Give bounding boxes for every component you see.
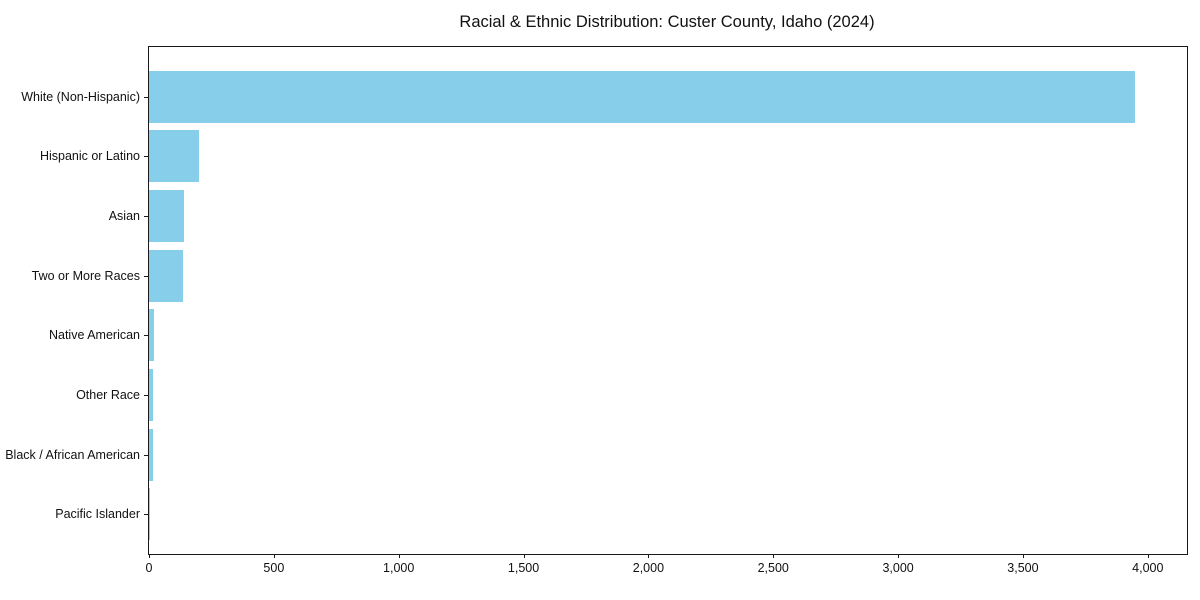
bar bbox=[149, 249, 183, 302]
x-tick-label: 1,000 bbox=[383, 561, 415, 575]
bar bbox=[149, 130, 199, 183]
y-tick-label: Two or More Races bbox=[31, 268, 140, 283]
y-axis-tick bbox=[144, 454, 148, 456]
y-tick-label: Pacific Islander bbox=[55, 507, 140, 522]
x-axis-tick bbox=[648, 554, 650, 558]
x-axis-tick bbox=[523, 554, 525, 558]
bar bbox=[149, 190, 184, 243]
x-axis-tick bbox=[398, 554, 400, 558]
x-axis-tick bbox=[773, 554, 775, 558]
y-tick-label: White (Non-Hispanic) bbox=[21, 89, 140, 104]
bar bbox=[149, 70, 1136, 123]
y-axis-tick bbox=[144, 335, 148, 337]
y-tick-label: Hispanic or Latino bbox=[39, 149, 140, 164]
x-tick-label: 2,000 bbox=[632, 561, 665, 575]
x-tick-label: 3,000 bbox=[882, 561, 914, 575]
x-tick-label: 2,500 bbox=[757, 561, 789, 575]
x-axis-tick bbox=[273, 554, 275, 558]
y-axis-tick bbox=[144, 394, 148, 396]
plot-area: White (Non-Hispanic) Hispanic or Latino As… bbox=[5, 46, 1188, 575]
x-axis-tick bbox=[898, 554, 900, 558]
y-tick-label: Black / African American bbox=[5, 447, 140, 462]
y-axis-tick bbox=[144, 96, 148, 98]
y-axis-tick bbox=[144, 275, 148, 277]
x-tick-label: 1,500 bbox=[507, 561, 540, 575]
bar bbox=[149, 428, 154, 481]
y-axis-tick bbox=[144, 514, 148, 516]
x-tick-label: 4,000 bbox=[1132, 561, 1164, 575]
x-tick-label: 500 bbox=[263, 561, 285, 575]
y-axis-tick bbox=[144, 216, 148, 218]
y-tick-label: Native American bbox=[48, 328, 140, 343]
bar bbox=[149, 368, 154, 421]
x-tick-label: 0 bbox=[145, 561, 153, 575]
y-tick-label: Other Race bbox=[76, 387, 140, 402]
x-tick-label: 3,500 bbox=[1007, 561, 1039, 575]
y-tick-label: Asian bbox=[108, 209, 140, 224]
x-axis-tick bbox=[149, 554, 150, 558]
bar bbox=[149, 309, 154, 362]
y-axis-tick bbox=[144, 156, 148, 158]
chart-title: Racial & Ethnic Distribution: Custer Cou… bbox=[459, 13, 875, 31]
x-axis-tick bbox=[1147, 554, 1149, 558]
x-axis-tick bbox=[1022, 554, 1024, 558]
